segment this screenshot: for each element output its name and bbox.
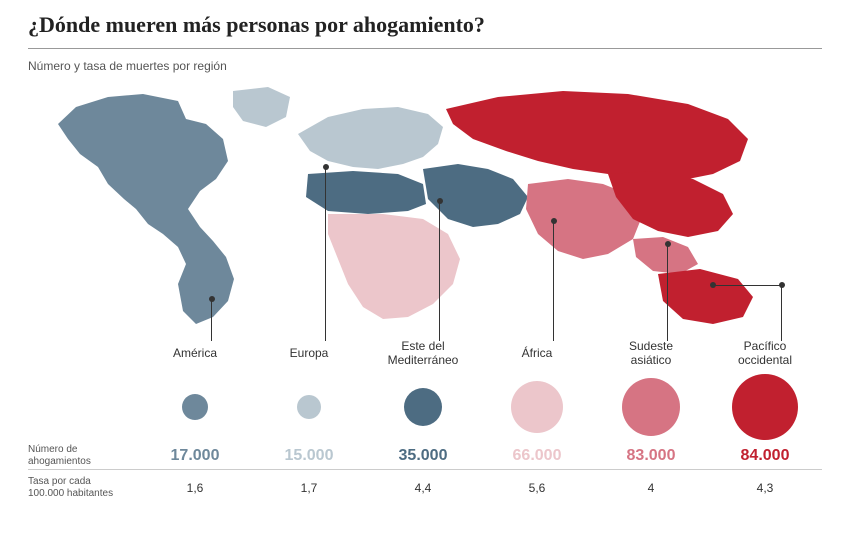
label-africa: África [480,347,594,361]
map-region-north-asia [446,91,748,181]
leader-pacific-elbow [713,285,781,286]
count-europe: 15.000 [252,447,366,465]
count-america: 17.000 [138,447,252,465]
page-title: ¿Dónde mueren más personas por ahogamien… [28,12,822,48]
bubble-seasia [622,378,680,436]
label-seasia: Sudeste asiático [594,340,708,368]
counts-row: Número de ahogamientos 17.000 15.000 35.… [28,444,822,470]
count-seasia: 83.000 [594,447,708,465]
label-mideast: Este del Mediterráneo [366,340,480,368]
rate-america: 1,6 [138,481,252,495]
map-region-north-africa [306,171,426,214]
leader-midEast [439,201,440,341]
label-pacific: Pacífico occidental [708,340,822,368]
leader-america [211,299,212,341]
row-label-rate: Tasa por cada 100.000 habitantes [28,476,138,500]
leader-europe [325,167,326,341]
row-label-count: Número de ahogamientos [28,444,138,468]
rate-africa: 5,6 [480,481,594,495]
rate-seasia: 4 [594,481,708,495]
count-pacific: 84.000 [708,447,822,465]
label-europe: Europa [252,347,366,361]
map-greenland [233,87,290,127]
title-rule [28,48,822,49]
rates-row: Tasa por cada 100.000 habitantes 1,6 1,7… [28,470,822,500]
subtitle: Número y tasa de muertes por región [28,59,822,73]
world-map [28,79,822,334]
map-region-pacific [658,269,753,324]
leader-africa [553,221,554,341]
count-africa: 66.000 [480,447,594,465]
bubble-europe [297,395,321,419]
rate-europe: 1,7 [252,481,366,495]
leader-pacific [781,285,782,341]
world-map-svg [28,79,822,334]
rate-mideast: 4,4 [366,481,480,495]
count-mideast: 35.000 [366,447,480,465]
bubbles-row [28,370,822,444]
bubble-pacific [732,374,798,440]
bubble-america [182,394,208,420]
bubble-africa [511,381,563,433]
map-region-africa [328,214,460,319]
label-america: América [138,347,252,361]
region-labels-row: América Europa Este del Mediterráneo Áfr… [28,338,822,370]
map-region-europe [298,107,443,169]
map-region-america [58,94,234,324]
bubble-mideast [404,388,442,426]
rate-pacific: 4,3 [708,481,822,495]
leader-seAsia [667,244,668,341]
